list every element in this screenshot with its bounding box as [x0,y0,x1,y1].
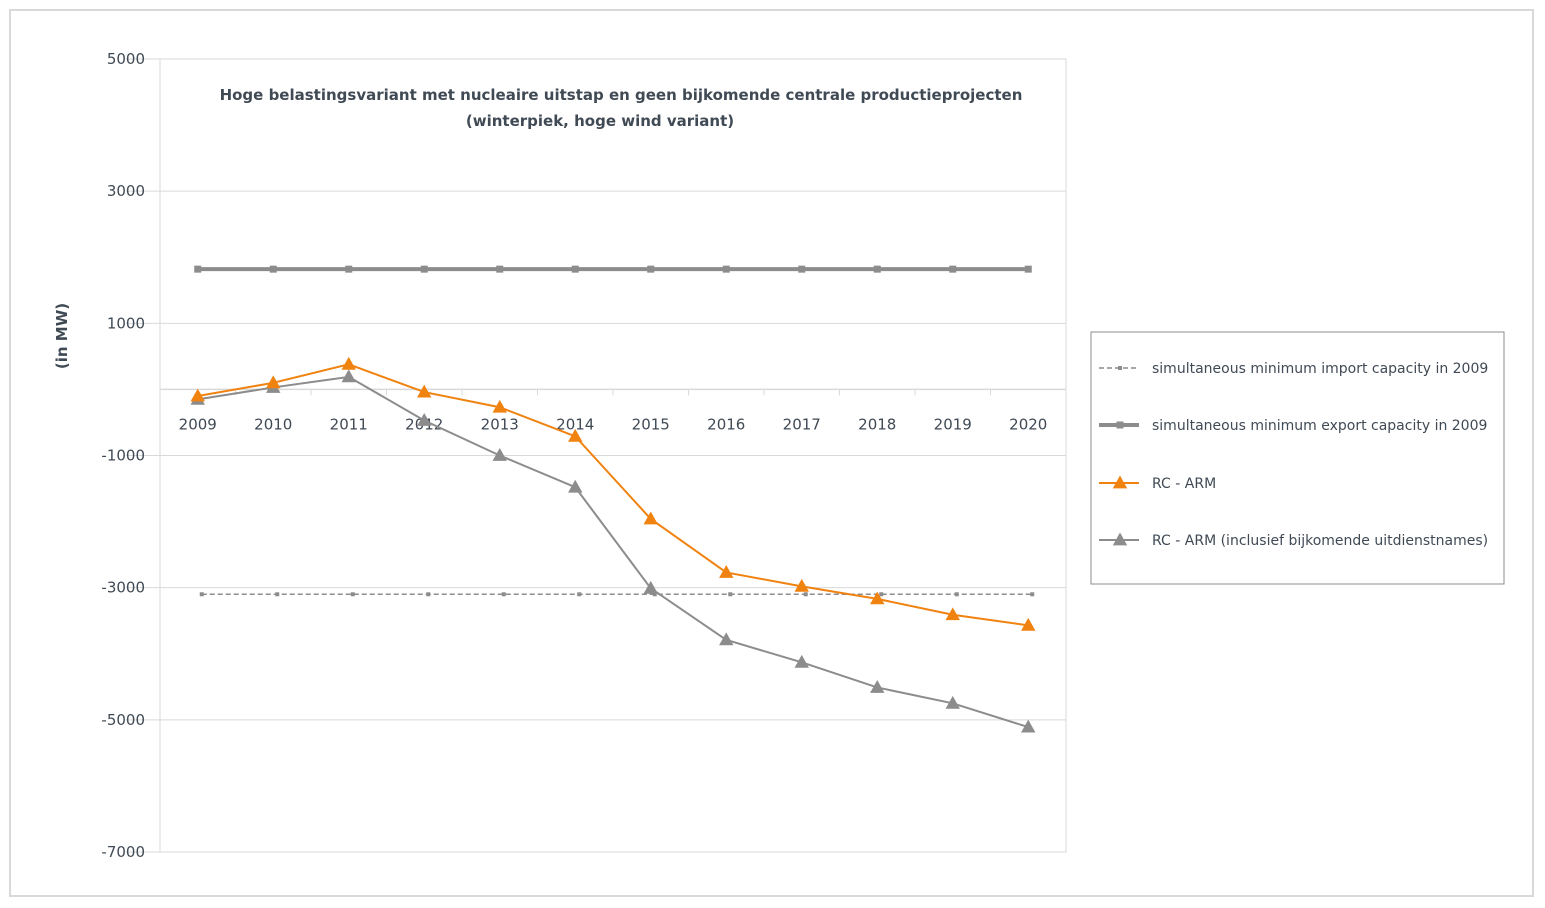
data-point-1-2017 [798,265,806,273]
chart-title-line-2: (winterpiek, hoge wind variant) [466,112,734,130]
y-tick-label-5000: 5000 [107,50,145,68]
x-tick-label-2014: 2014 [556,415,594,433]
x-tick-label-2015: 2015 [632,415,670,433]
series-0 [199,592,1035,597]
legend-item-1: simultaneous minimum export capacity in … [1099,418,1487,434]
data-point-0-2017 [803,592,808,597]
data-point-0-2019 [954,592,959,597]
x-tick-label-2018: 2018 [858,415,896,433]
data-point-2-2017 [794,578,809,592]
legend-marker-0 [1118,366,1122,370]
data-point-0-2013 [501,592,506,597]
data-point-2-2019 [945,607,960,621]
y-tick-labels: 5000 3000 1000 -1000 -3000 -5000 -7000 [101,50,145,861]
data-point-3-2015 [643,580,658,594]
data-point-0-2016 [728,592,733,597]
legend-marker-2 [1112,475,1128,489]
x-tick-label-2013: 2013 [481,415,519,433]
x-tick-label-2011: 2011 [330,415,368,433]
data-point-1-2011 [345,265,353,273]
series-2 [190,356,1036,631]
legend-item-3: RC - ARM (inclusief bijkomende uitdienst… [1099,532,1488,549]
data-point-2-2013 [492,399,507,413]
data-point-3-2012 [417,413,432,426]
series-layer [190,265,1036,733]
x-tick-label-2016: 2016 [707,415,745,433]
legend-label-1: simultaneous minimum export capacity in … [1152,418,1487,434]
data-point-0-2018 [879,592,884,597]
data-point-2-2020 [1021,617,1036,631]
legend-box [1090,331,1505,585]
data-point-2-2015 [643,511,658,525]
data-point-1-2013 [496,265,504,273]
legend: simultaneous minimum import capacity in … [1090,331,1505,585]
data-point-3-2013 [492,448,507,461]
data-point-2-2011 [341,356,356,370]
legend-label-3: RC - ARM (inclusief bijkomende uitdienst… [1152,533,1488,549]
data-point-3-2017 [794,654,809,668]
legend-item-0: simultaneous minimum import capacity in … [1099,361,1488,377]
data-point-2-2010 [266,375,281,389]
data-point-3-2016 [719,632,734,646]
legend-item-2: RC - ARM [1099,475,1216,492]
data-point-2-2009 [190,388,205,402]
gridlines [126,58,1066,853]
data-point-3-2018 [870,680,885,693]
x-tick-label-2009: 2009 [179,415,217,433]
data-point-1-2014 [571,265,579,273]
data-point-0-2014 [577,592,582,597]
y-tick-label-3000: 3000 [107,182,145,200]
data-point-0-2012 [426,592,431,597]
data-point-3-2014 [568,479,583,493]
y-axis-label: (in MW) [53,303,71,369]
y-tick-label-1000: 1000 [107,314,145,332]
x-tick-label-2017: 2017 [783,415,821,433]
data-point-2-2012 [417,384,432,398]
data-point-1-2012 [420,265,428,273]
chart-title-line-1: Hoge belastingsvariant met nucleaire uit… [220,86,1023,104]
legend-label-2: RC - ARM [1152,476,1216,492]
data-point-1-2020 [1024,265,1032,273]
data-point-1-2019 [949,265,957,273]
y-tick-label--1000: -1000 [101,447,145,465]
y-tick-label--5000: -5000 [101,711,145,729]
data-point-2-2016 [719,565,734,578]
legend-marker-3 [1112,532,1128,546]
data-point-1-2010 [269,265,277,273]
legend-marker-1 [1116,421,1124,429]
x-axis: 2009201020112012201320142015201620172018… [159,388,1067,433]
data-point-1-2015 [647,265,655,273]
y-tick-label--7000: -7000 [101,843,145,861]
data-point-3-2011 [341,369,356,383]
series-1 [194,265,1032,273]
data-point-3-2020 [1021,719,1036,733]
x-tick-label-2020: 2020 [1009,415,1047,433]
x-tick-label-2010: 2010 [254,415,292,433]
data-point-0-2015 [652,592,657,597]
data-point-1-2018 [873,265,881,273]
data-point-2-2014 [568,428,583,442]
data-point-0-2020 [1030,592,1035,597]
data-point-0-2011 [350,592,355,597]
y-tick-label--3000: -3000 [101,579,145,597]
data-point-2-2018 [870,591,885,605]
series-line-2 [197,363,1029,627]
x-tick-label-2019: 2019 [934,415,972,433]
data-point-1-2016 [722,265,730,273]
data-point-3-2019 [945,695,960,709]
legend-label-0: simultaneous minimum import capacity in … [1152,361,1488,377]
data-point-0-2009 [199,592,204,597]
data-point-0-2010 [275,592,280,597]
series-line-3 [197,375,1029,729]
data-point-1-2009 [194,265,202,273]
